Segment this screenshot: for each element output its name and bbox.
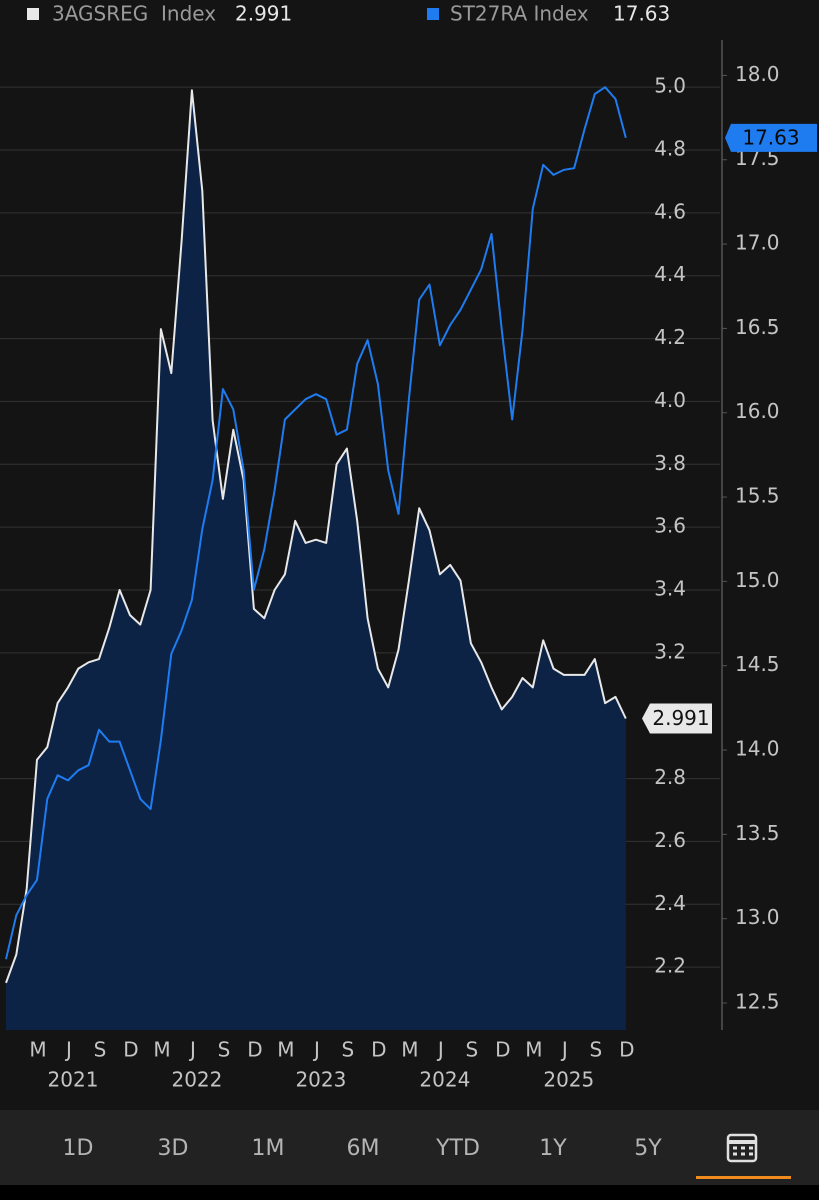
x-year-label: 2024 <box>419 1068 470 1092</box>
y-tick-label: 2.2 <box>654 954 686 978</box>
x-tick-label: D <box>123 1038 138 1062</box>
x-tick-label: D <box>371 1038 386 1062</box>
y-tick-label: 4.0 <box>654 388 686 412</box>
range-button[interactable]: 1M <box>252 1136 285 1161</box>
x-tick-label: J <box>436 1038 444 1062</box>
x-tick-label: D <box>495 1038 510 1062</box>
y2-tick-label: 16.5 <box>735 315 780 339</box>
x-tick-label: M <box>401 1038 418 1062</box>
y-tick-label: 2.8 <box>654 765 686 789</box>
calendar-icon <box>733 1146 753 1156</box>
legend-label: 3AGSREG Index <box>52 2 216 26</box>
y2-tick-label: 16.0 <box>735 399 780 423</box>
x-tick-label: M <box>277 1038 294 1062</box>
area <box>6 90 626 1031</box>
x-tick-label: S <box>589 1038 602 1062</box>
y-tick-label: 5.0 <box>654 74 686 98</box>
y-tick-label: 2.6 <box>654 828 686 852</box>
range-button[interactable]: 5Y <box>634 1136 662 1161</box>
range-button[interactable]: YTD <box>435 1136 480 1161</box>
y2-tick-label: 14.0 <box>735 737 780 761</box>
y2-tick-label: 13.5 <box>735 821 780 845</box>
x-tick-label: S <box>218 1038 231 1062</box>
y2-tick-label: 13.0 <box>735 905 780 929</box>
x-tick-label: S <box>342 1038 355 1062</box>
x-tick-label: S <box>94 1038 107 1062</box>
range-button[interactable]: 1Y <box>539 1136 567 1161</box>
range-button[interactable]: 3D <box>158 1136 189 1161</box>
y2-tick-label: 15.5 <box>735 484 780 508</box>
x-tick-label: M <box>525 1038 542 1062</box>
y-tick-label: 3.8 <box>654 451 686 475</box>
calendar-button[interactable] <box>696 1133 791 1179</box>
y2-tick-label: 14.5 <box>735 652 780 676</box>
line <box>5 86 627 960</box>
range-button[interactable]: 6M <box>347 1136 380 1161</box>
y-tick-label: 4.4 <box>654 262 686 286</box>
legend-swatch <box>427 8 439 20</box>
y2-tick-label: 12.5 <box>735 990 780 1014</box>
y-tick-label: 3.2 <box>654 639 686 663</box>
price-tag <box>642 703 712 734</box>
x-year-label: 2021 <box>48 1068 99 1092</box>
selected-underline <box>696 1176 791 1179</box>
y-tick-label: 2.4 <box>654 891 686 915</box>
line <box>5 89 627 984</box>
x-tick-label: D <box>247 1038 262 1062</box>
legend-label: ST27RA Index <box>450 2 589 26</box>
x-year-label: 2025 <box>543 1068 594 1092</box>
y-tick-label: 3.6 <box>654 514 686 538</box>
calendar-icon <box>726 1133 758 1163</box>
y-tick-label: 4.6 <box>654 199 686 223</box>
legend-swatch <box>27 8 39 20</box>
x-tick-label: J <box>312 1038 320 1062</box>
x-year-label: 2023 <box>295 1068 346 1092</box>
x-tick-label: J <box>188 1038 196 1062</box>
x-tick-label: J <box>560 1038 568 1062</box>
y-tick-label: 3.4 <box>654 577 686 601</box>
x-tick-label: S <box>465 1038 478 1062</box>
toolbar-bg <box>0 1110 819 1185</box>
legend-value: 2.991 <box>235 2 292 26</box>
price-tag <box>725 123 817 152</box>
range-button[interactable]: 1D <box>63 1136 94 1161</box>
y2-tick-label: 15.0 <box>735 568 780 592</box>
x-tick-label: M <box>153 1038 170 1062</box>
y-tick-label: 4.2 <box>654 325 686 349</box>
price-tag-label: 17.63 <box>742 125 799 149</box>
y2-tick-label: 18.0 <box>735 62 780 86</box>
x-year-label: 2022 <box>171 1068 222 1092</box>
x-tick-label: M <box>29 1038 46 1062</box>
price-tag-label: 2.991 <box>652 706 709 730</box>
x-tick-label: D <box>619 1038 634 1062</box>
y-tick-label: 4.8 <box>654 137 686 161</box>
y2-tick-label: 17.0 <box>735 231 780 255</box>
nav-bar <box>0 1185 819 1200</box>
legend-value: 17.63 <box>613 2 670 26</box>
x-tick-label: J <box>64 1038 72 1062</box>
